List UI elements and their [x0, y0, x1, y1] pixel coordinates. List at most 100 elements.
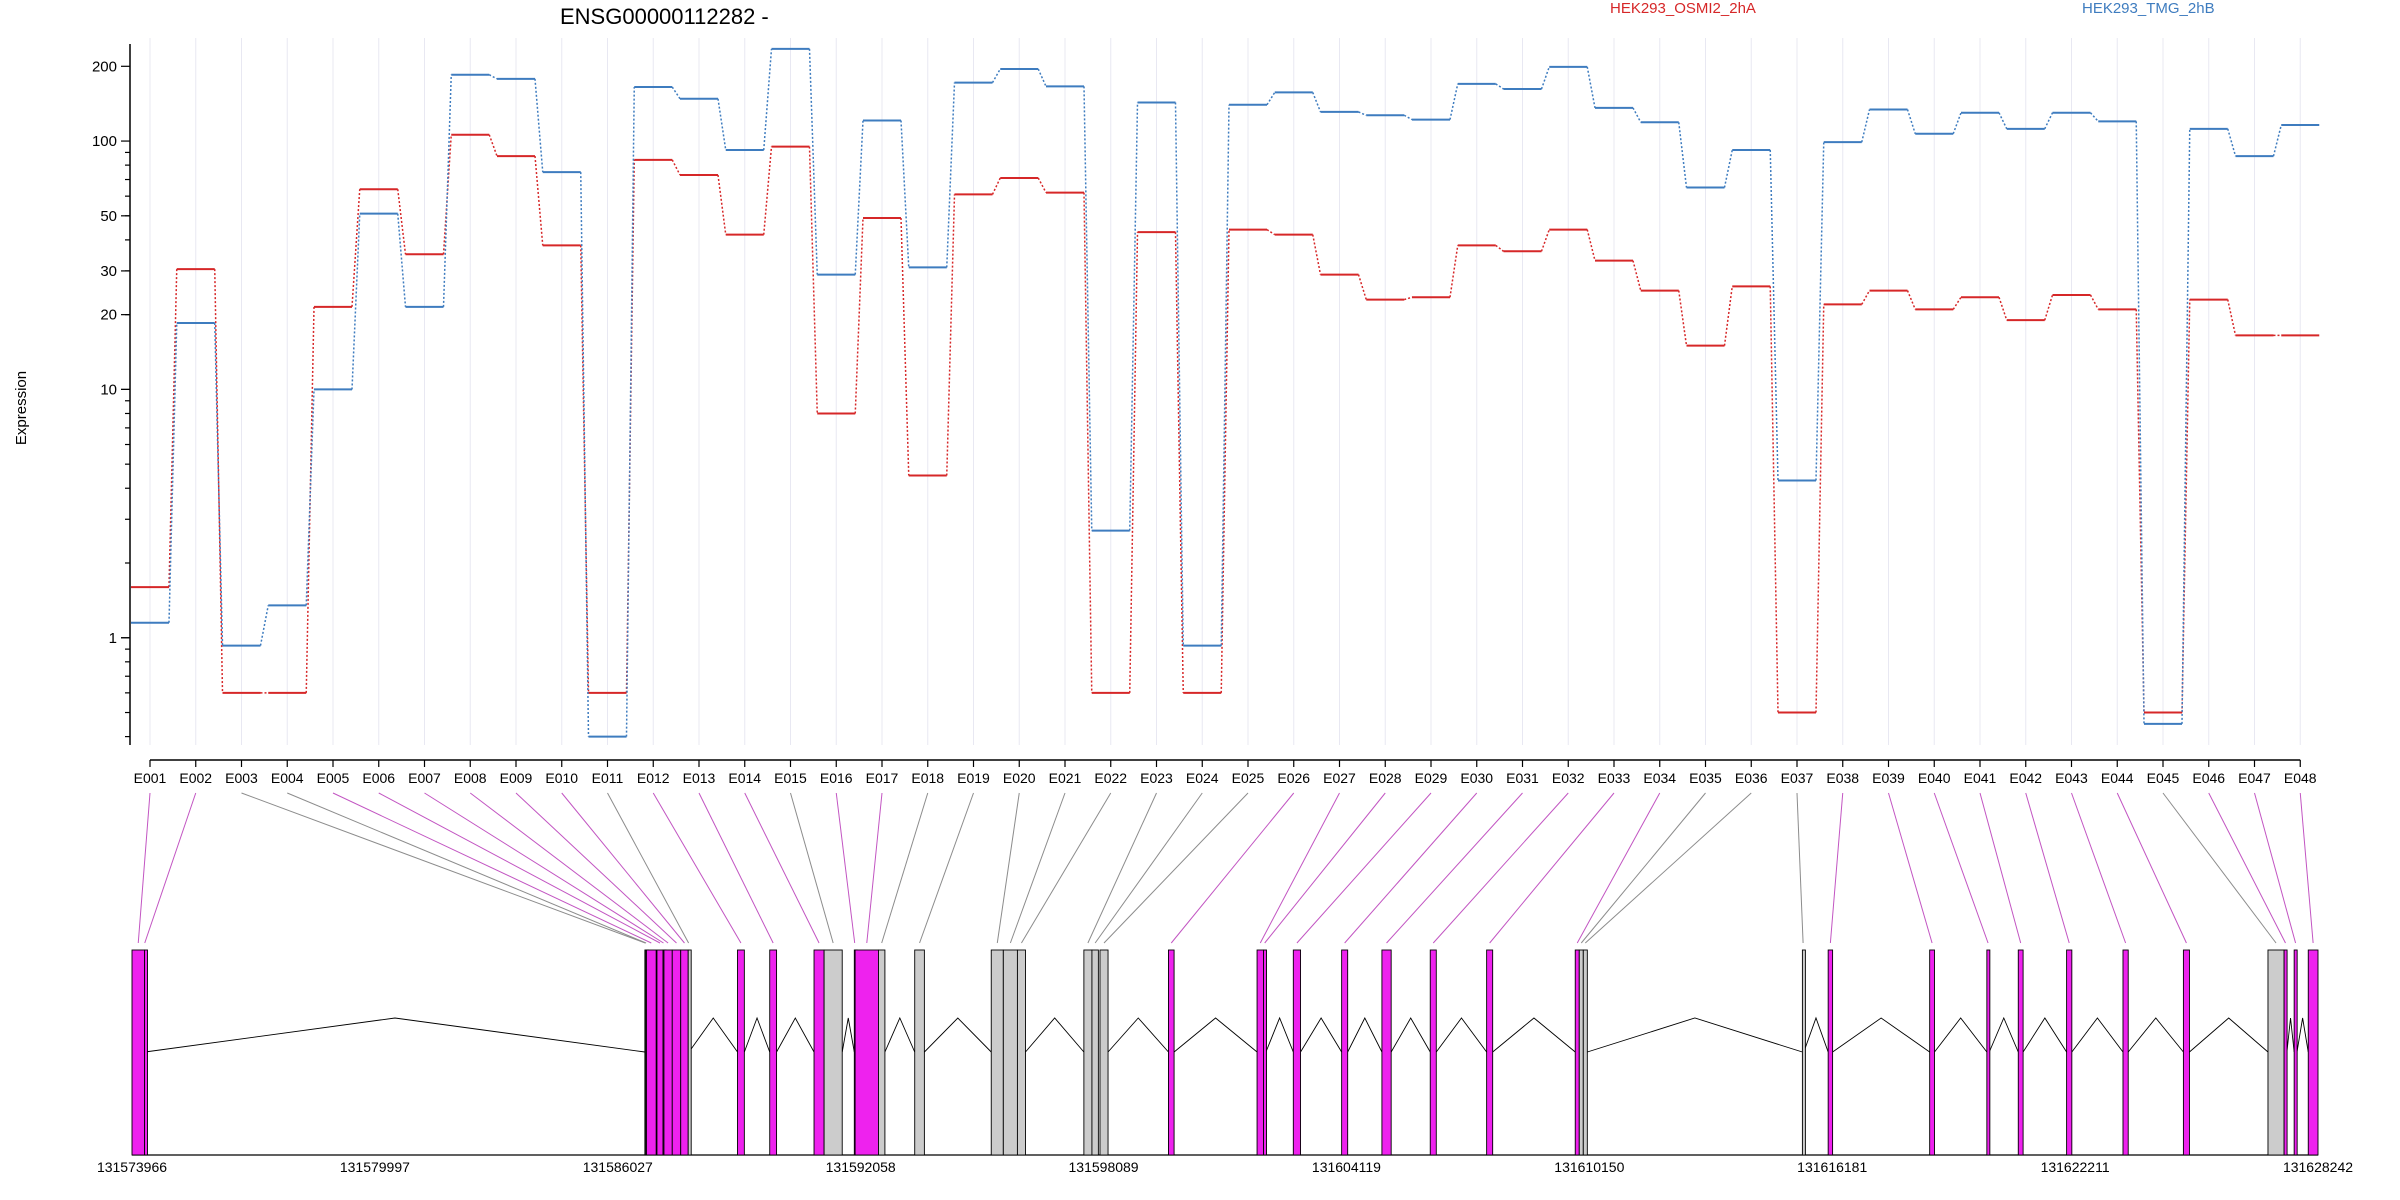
series-1-connector [900, 217, 910, 476]
series-1-connector [1815, 304, 1825, 713]
intron-line [1173, 1017, 1258, 1053]
x-tick-label: E017 [866, 770, 899, 786]
exon-box [1578, 949, 1584, 1156]
x-tick-label: E031 [1506, 770, 1539, 786]
exon-box [990, 949, 1004, 1156]
gene-model: 131573966 131579997 131586027 131592058 1315… [97, 949, 2353, 1175]
exon-connector [1933, 792, 1989, 944]
series-2-connector [900, 120, 910, 268]
series-1-connector [1357, 274, 1367, 300]
exon-connectors [137, 792, 2314, 944]
x-tick-label: E004 [271, 770, 304, 786]
series-2-connector [1449, 83, 1459, 120]
exon-box [854, 949, 879, 1156]
exon-connector [835, 792, 856, 944]
series-2-connector [1266, 92, 1276, 106]
exon-connector [378, 792, 661, 944]
x-tick-label: E020 [1003, 770, 1036, 786]
exon-connector [515, 792, 677, 944]
x-tick-label: E011 [592, 770, 624, 786]
exon-box [823, 949, 843, 1156]
series-1-connector [1723, 286, 1733, 346]
exon-connector [698, 792, 774, 944]
series-1-connector [534, 156, 544, 246]
exon-connector [1386, 792, 1523, 944]
series-1-connector [946, 194, 956, 476]
y-tick-label: 100 [92, 133, 117, 150]
series-2-connector [1861, 109, 1871, 143]
series-1-connector [854, 217, 864, 414]
x-tick-label: E022 [1094, 770, 1127, 786]
intron-line [1988, 1016, 2019, 1053]
y-tick-label: 20 [100, 307, 117, 324]
x-tick-label: E024 [1186, 770, 1219, 786]
intron-line [1025, 1017, 1085, 1053]
exon-connector [866, 792, 883, 944]
intron-line [1832, 1017, 1930, 1053]
series-2-connector [1174, 102, 1184, 646]
series-2-connector [991, 68, 1001, 83]
exon-box [2017, 949, 2024, 1156]
x-tick-label: E003 [225, 770, 258, 786]
coordinate-label: 131586027 [583, 1159, 653, 1175]
exon-box [1168, 949, 1175, 1156]
intron-line [2286, 1017, 2295, 1053]
exon-connector [2116, 792, 2187, 944]
series-2-connector [1403, 114, 1413, 121]
series-2-connector [305, 389, 315, 606]
series-2-connector [397, 213, 407, 307]
series-1-connector [991, 177, 1001, 195]
series-1-connector [1861, 290, 1871, 305]
grid-lines [149, 38, 2301, 745]
exon-connector [2254, 792, 2297, 944]
exon-connector [1888, 792, 1933, 944]
legend-entry-2: HEK293_TMG_2hB [2082, 0, 2215, 17]
series-2-connector [1358, 111, 1367, 116]
series-2-connector [2044, 112, 2054, 130]
exon-connector [1580, 792, 1706, 944]
series-1-connector [168, 269, 178, 588]
intron-line [1934, 1017, 1988, 1053]
series-2-connector [1769, 150, 1779, 481]
series-2-connector [1998, 112, 2008, 130]
x-tick-label: E009 [500, 770, 533, 786]
series-2-connector [2135, 121, 2145, 724]
x-tick-label: E038 [1826, 770, 1859, 786]
y-tick-label: 30 [100, 263, 117, 280]
exon-box [737, 949, 745, 1156]
exon-box [1929, 949, 1935, 1156]
x-tick-label: E039 [1872, 770, 1905, 786]
intron-line [2022, 1017, 2067, 1053]
y-tick-label: 10 [100, 381, 117, 398]
series-1-connector [1906, 290, 1916, 310]
exon-connector [1584, 792, 1752, 944]
x-tick-label: E021 [1049, 770, 1082, 786]
exon-box [1429, 949, 1437, 1156]
series-1-connector [397, 189, 407, 255]
chart-title: ENSG00000112282 - [560, 4, 769, 29]
series-2-connector [2272, 124, 2282, 157]
exon-box [663, 949, 673, 1156]
exon-box [2267, 949, 2285, 1156]
series-2-connector [1632, 107, 1642, 123]
exon-box [1083, 949, 1093, 1156]
series-2-connector [1723, 149, 1733, 188]
exon-box [144, 949, 148, 1156]
series-2-connector [351, 213, 361, 390]
exon-connector [1021, 792, 1112, 944]
series-1-connector [1952, 296, 1962, 310]
series-1-connector [1312, 234, 1322, 275]
exon-connector [144, 792, 197, 944]
x-tick-label: E048 [2284, 770, 2317, 786]
exon-box [1582, 949, 1588, 1156]
series-2-connector [1495, 83, 1504, 90]
exon-box [687, 949, 692, 1156]
exon-box [2182, 949, 2190, 1156]
series-1-connector [1998, 297, 2008, 321]
series-2-connector [2227, 128, 2237, 157]
series-1-connector [2089, 294, 2099, 310]
exon-connector [2299, 792, 2314, 944]
x-tick-label: E015 [774, 770, 807, 786]
series-2-connector [808, 48, 818, 275]
